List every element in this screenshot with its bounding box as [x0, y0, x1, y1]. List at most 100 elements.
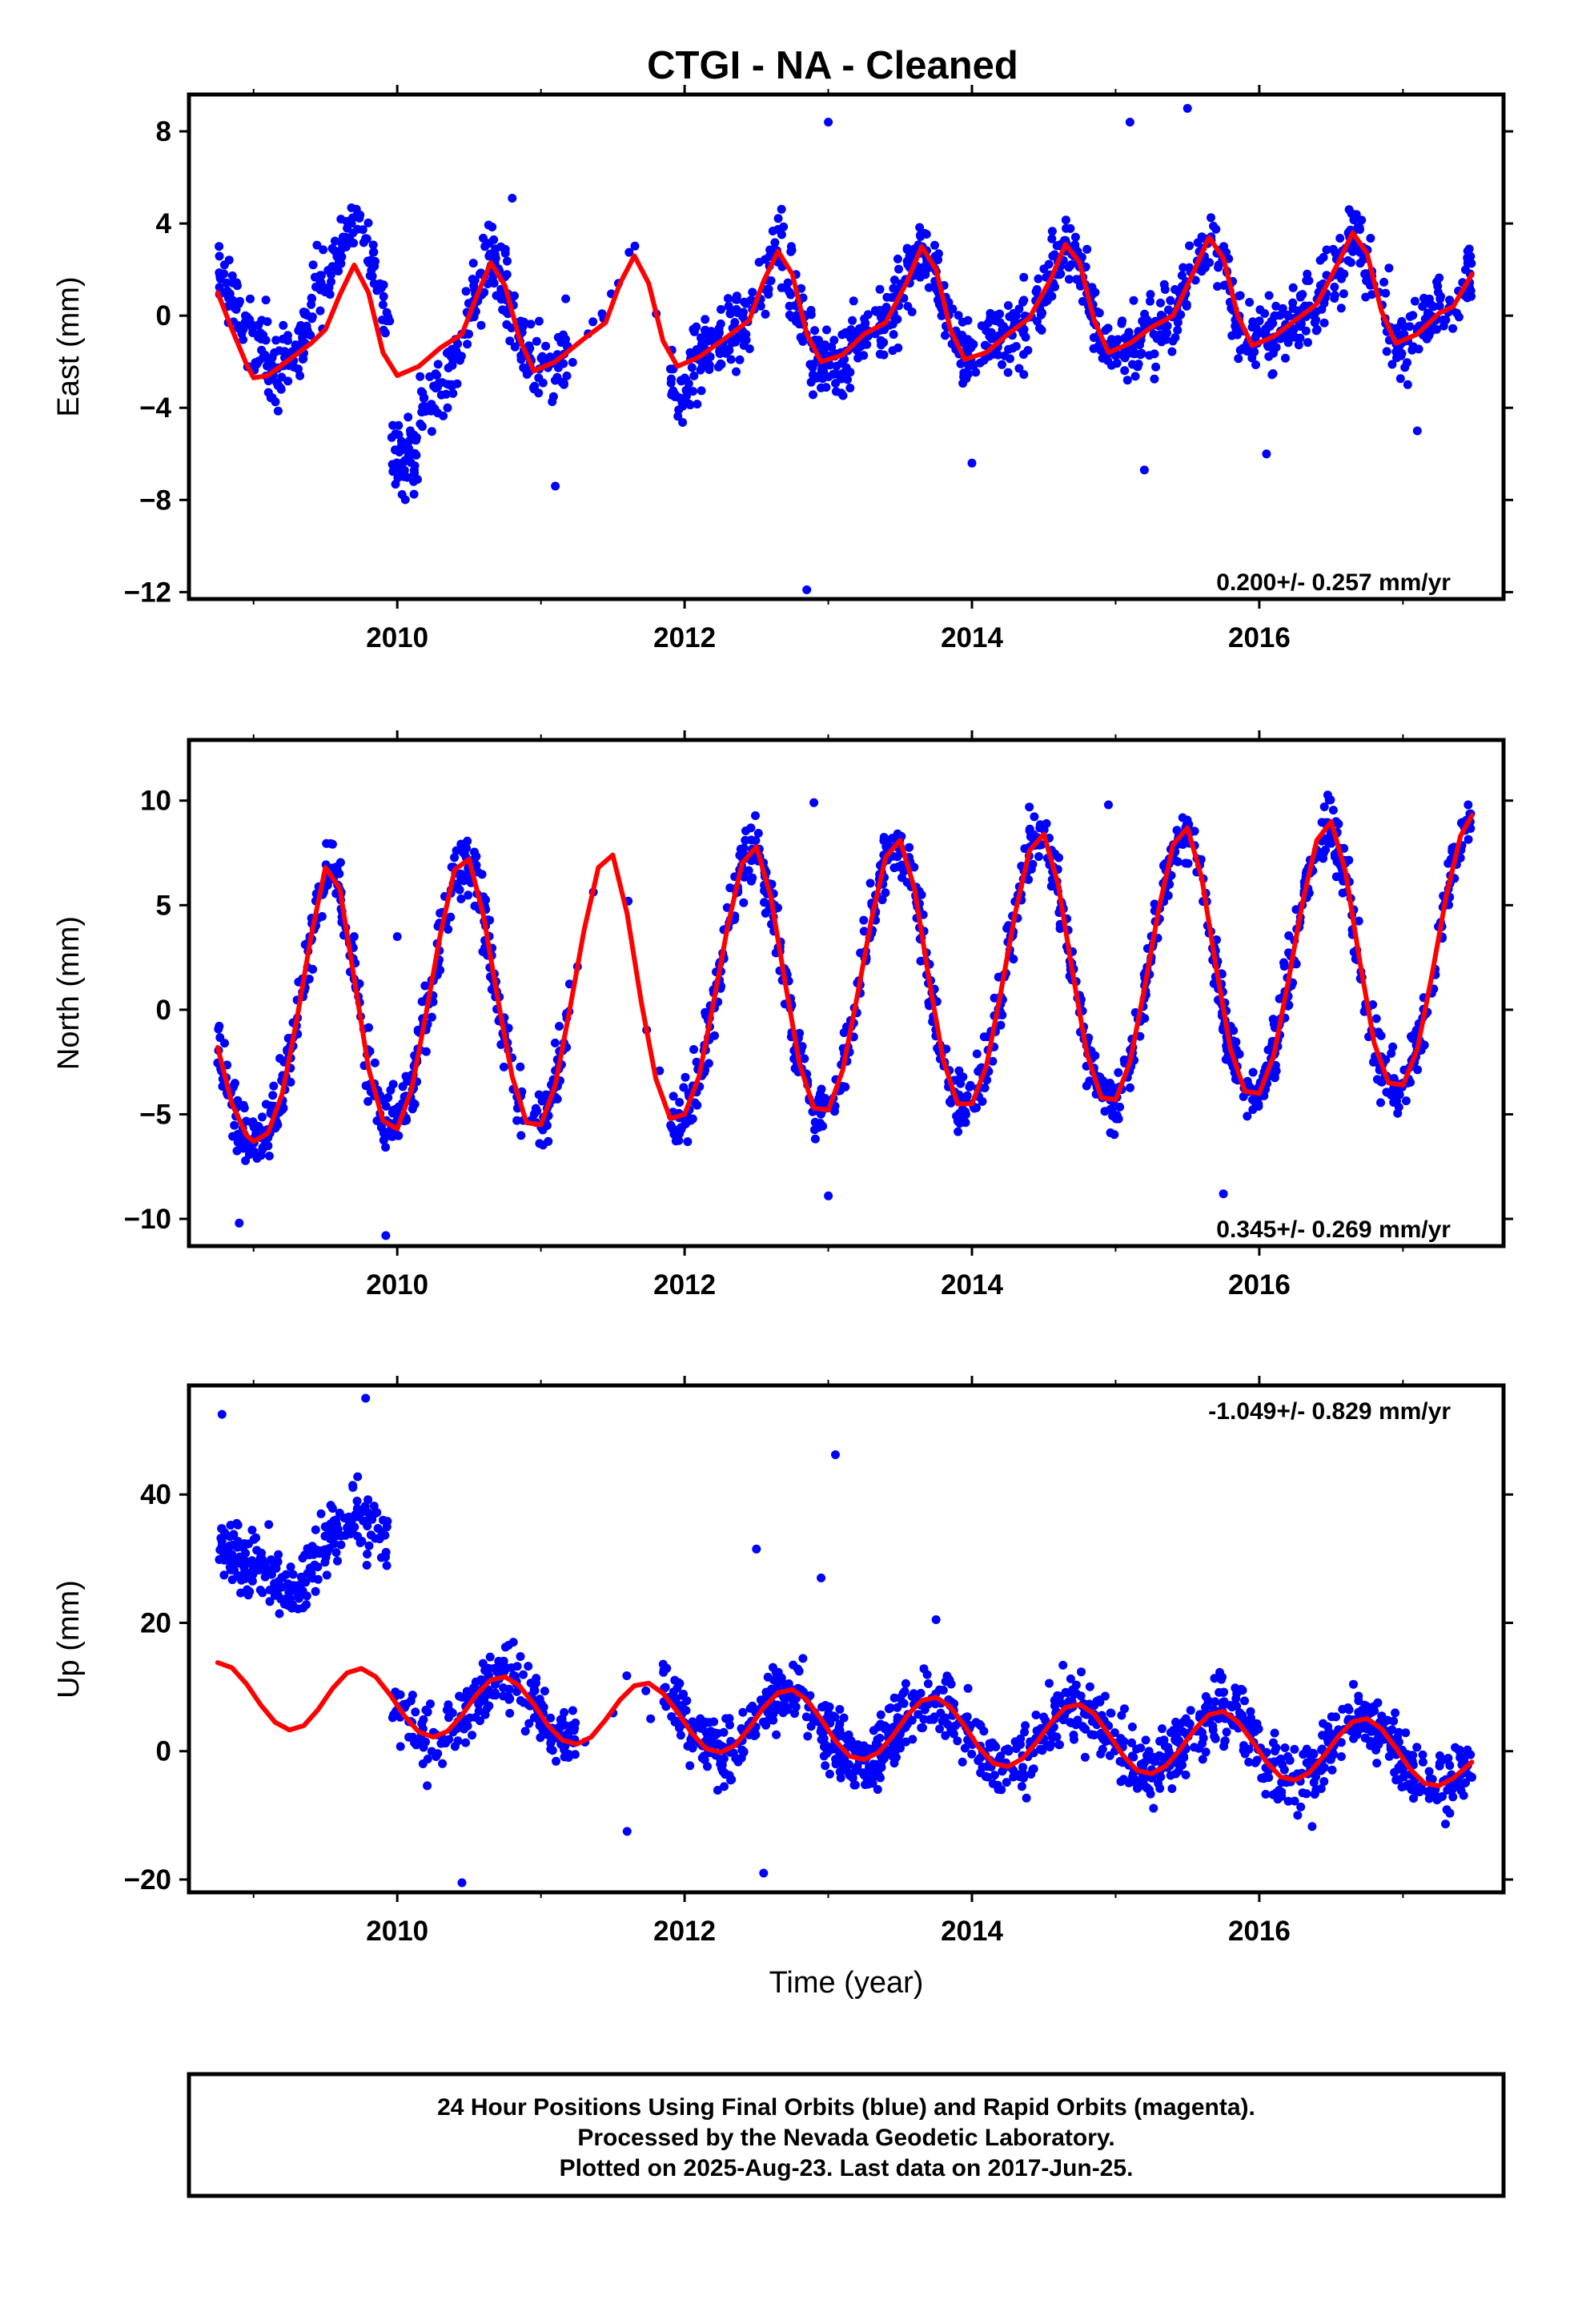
east-point	[378, 300, 387, 309]
up-point	[1435, 1751, 1444, 1760]
east-point	[1280, 333, 1289, 343]
north-point	[972, 1049, 982, 1059]
east-point	[1319, 299, 1329, 308]
east-point	[726, 355, 736, 364]
east-point	[1019, 296, 1029, 305]
east-point	[1173, 318, 1182, 328]
up-point	[1252, 1719, 1262, 1728]
east-point	[748, 287, 757, 297]
east-point	[283, 336, 292, 345]
east-point	[498, 293, 508, 302]
east-point	[1289, 325, 1299, 335]
up-point	[990, 1740, 999, 1750]
east-point	[215, 283, 224, 292]
up-point	[1445, 1808, 1455, 1818]
east-point	[588, 317, 598, 327]
up-point	[404, 1732, 414, 1742]
east-point	[723, 294, 733, 304]
up-point	[376, 1553, 386, 1562]
east-point	[267, 360, 276, 370]
east-point	[1120, 353, 1130, 363]
up-point	[1268, 1738, 1278, 1747]
north-ytick-label: 10	[140, 786, 171, 817]
east-point	[829, 336, 839, 345]
up-ytick-label: −20	[124, 1864, 171, 1896]
east-xtick-label: 2016	[1228, 622, 1291, 653]
north-point	[1372, 1075, 1382, 1084]
up-point	[784, 1679, 793, 1688]
up-point	[313, 1562, 323, 1572]
east-point	[1227, 331, 1237, 340]
up-point	[1323, 1735, 1332, 1744]
east-point	[368, 240, 378, 250]
up-point	[482, 1703, 492, 1713]
east-point	[1366, 234, 1375, 243]
east-point	[295, 371, 305, 380]
east-point	[224, 293, 233, 303]
east-point	[338, 233, 347, 243]
east-point	[1252, 330, 1261, 340]
north-point	[669, 1092, 678, 1101]
up-axis-label: Up (mm)	[52, 1580, 86, 1699]
east-point	[427, 427, 436, 436]
east-point	[1176, 310, 1186, 320]
up-point	[265, 1597, 275, 1606]
north-point	[740, 872, 749, 882]
up-point	[641, 1686, 651, 1695]
up-point	[885, 1703, 895, 1713]
east-point	[1185, 241, 1195, 251]
up-point	[868, 1779, 877, 1788]
up-point	[701, 1727, 711, 1737]
north-outlier	[824, 1191, 833, 1200]
north-point	[689, 1045, 698, 1054]
east-point	[1357, 215, 1367, 225]
up-point	[1058, 1660, 1068, 1670]
east-point	[805, 360, 815, 369]
east-point	[915, 223, 925, 232]
up-point	[738, 1707, 748, 1717]
up-point	[893, 1735, 903, 1744]
east-point	[1089, 344, 1098, 353]
up-point	[1397, 1783, 1407, 1791]
up-point	[1201, 1692, 1211, 1701]
east-point	[682, 392, 691, 401]
up-point	[1409, 1794, 1418, 1803]
east-outlier	[508, 194, 517, 203]
east-point	[247, 320, 256, 329]
up-point	[1086, 1730, 1096, 1739]
up-point	[242, 1557, 251, 1566]
up-point	[1203, 1700, 1212, 1710]
north-point	[421, 1047, 431, 1056]
up-point	[869, 1726, 878, 1735]
up-point	[949, 1729, 958, 1739]
north-point	[386, 1085, 396, 1095]
east-point	[737, 333, 746, 343]
up-point	[350, 1522, 359, 1532]
up-point	[671, 1694, 681, 1703]
east-point	[770, 238, 780, 247]
up-point	[311, 1586, 320, 1596]
east-ytick-label: 0	[156, 300, 171, 332]
east-point	[385, 316, 395, 326]
east-point	[412, 432, 421, 442]
east-point	[1283, 310, 1292, 320]
north-point	[1413, 1065, 1423, 1075]
east-point	[889, 275, 899, 285]
north-point	[1388, 1042, 1398, 1051]
north-point	[363, 1096, 373, 1106]
east-point	[311, 282, 320, 292]
up-point	[794, 1667, 804, 1676]
east-point	[1213, 282, 1223, 292]
east-point	[1311, 307, 1321, 316]
up-point	[406, 1696, 416, 1706]
north-point	[1100, 1107, 1110, 1116]
east-point	[1247, 353, 1257, 363]
east-point	[447, 380, 456, 389]
east-point	[806, 306, 816, 315]
up-point	[1424, 1794, 1434, 1803]
up-point	[1158, 1724, 1166, 1734]
east-point	[1133, 362, 1142, 372]
up-point	[241, 1549, 251, 1558]
east-point	[421, 404, 431, 414]
up-point	[659, 1667, 669, 1677]
